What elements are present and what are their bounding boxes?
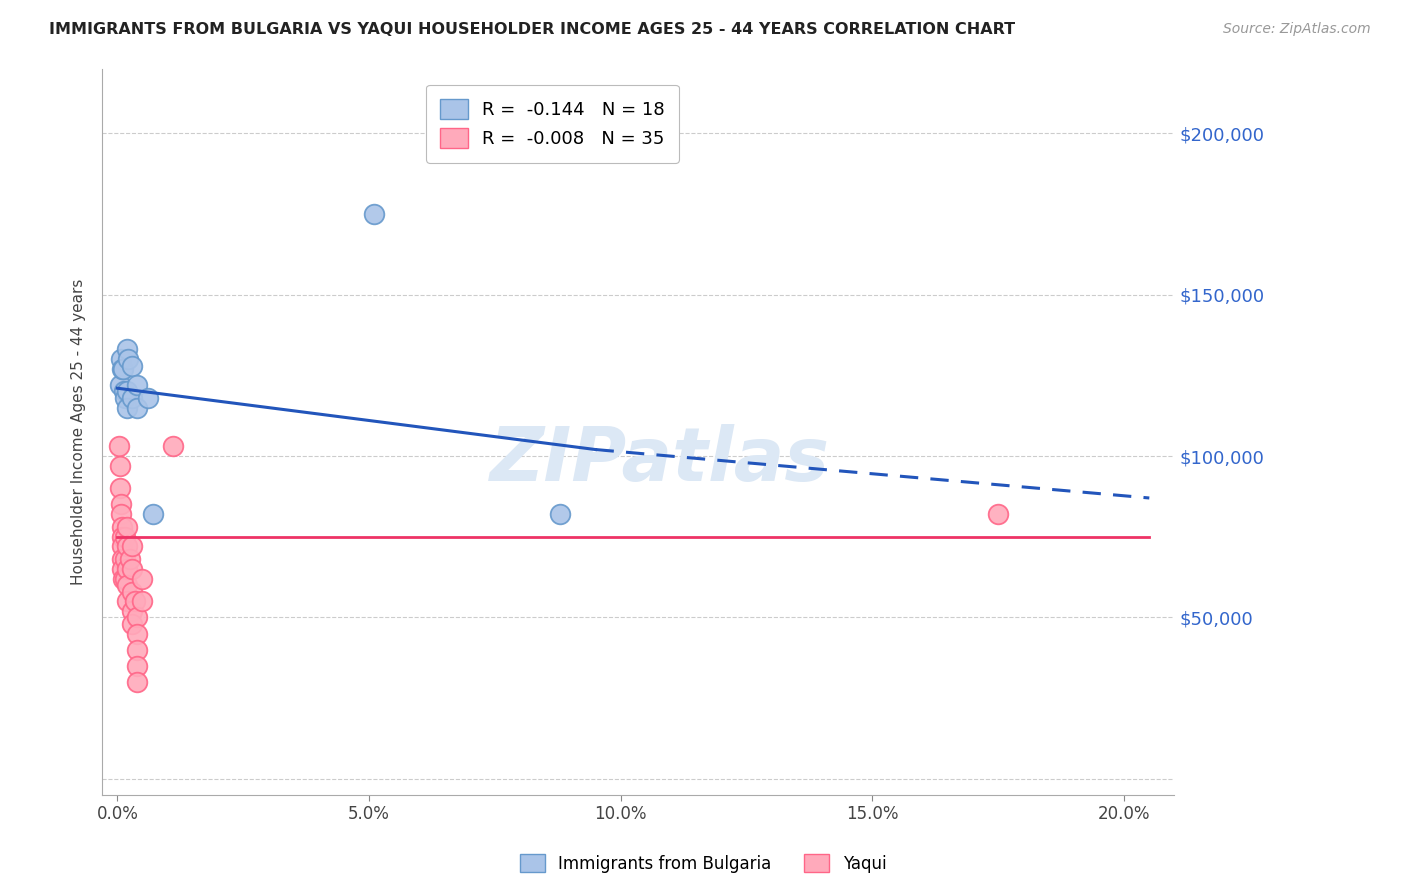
Point: [121, 540, 143, 554]
Point: [108, 439, 131, 453]
Point: [117, 520, 139, 534]
Y-axis label: Householder Income Ages 25 - 44 years: Householder Income Ages 25 - 44 years: [72, 278, 86, 585]
Point: [136, 391, 159, 405]
Point: [131, 594, 153, 608]
Point: [111, 361, 134, 376]
Point: [127, 401, 149, 415]
Point: [121, 391, 143, 405]
Point: [117, 578, 139, 592]
Point: [112, 572, 135, 586]
Point: [108, 458, 131, 473]
Point: [114, 572, 136, 586]
Point: [111, 540, 134, 554]
Point: [110, 481, 132, 495]
Point: [110, 352, 132, 367]
Legend: R =  -0.144   N = 18, R =  -0.008   N = 35: R = -0.144 N = 18, R = -0.008 N = 35: [426, 85, 679, 162]
Point: [124, 594, 146, 608]
Point: [117, 384, 139, 399]
Point: [127, 626, 149, 640]
Legend: Immigrants from Bulgaria, Yaqui: Immigrants from Bulgaria, Yaqui: [513, 847, 893, 880]
Point: [110, 498, 132, 512]
Text: Source: ZipAtlas.com: Source: ZipAtlas.com: [1223, 22, 1371, 37]
Point: [112, 361, 135, 376]
Point: [121, 616, 143, 631]
Point: [127, 378, 149, 392]
Point: [121, 359, 143, 373]
Point: [110, 507, 132, 521]
Point: [114, 391, 136, 405]
Point: [127, 610, 149, 624]
Point: [121, 584, 143, 599]
Point: [111, 520, 134, 534]
Point: [127, 642, 149, 657]
Point: [111, 552, 134, 566]
Point: [108, 378, 131, 392]
Point: [162, 439, 184, 453]
Point: [117, 401, 139, 415]
Point: [112, 384, 135, 399]
Point: [111, 562, 134, 576]
Point: [118, 552, 141, 566]
Point: [550, 507, 572, 521]
Point: [363, 207, 385, 221]
Text: ZIPatlas: ZIPatlas: [489, 425, 830, 498]
Text: IMMIGRANTS FROM BULGARIA VS YAQUI HOUSEHOLDER INCOME AGES 25 - 44 YEARS CORRELAT: IMMIGRANTS FROM BULGARIA VS YAQUI HOUSEH…: [49, 22, 1015, 37]
Point: [111, 530, 134, 544]
Point: [117, 540, 139, 554]
Point: [117, 562, 139, 576]
Point: [142, 507, 165, 521]
Point: [117, 352, 139, 367]
Point: [127, 675, 149, 690]
Point: [114, 530, 136, 544]
Point: [121, 562, 143, 576]
Point: [131, 572, 153, 586]
Point: [121, 604, 143, 618]
Point: [117, 594, 139, 608]
Point: [117, 343, 139, 357]
Point: [127, 659, 149, 673]
Point: [987, 507, 1010, 521]
Point: [114, 552, 136, 566]
